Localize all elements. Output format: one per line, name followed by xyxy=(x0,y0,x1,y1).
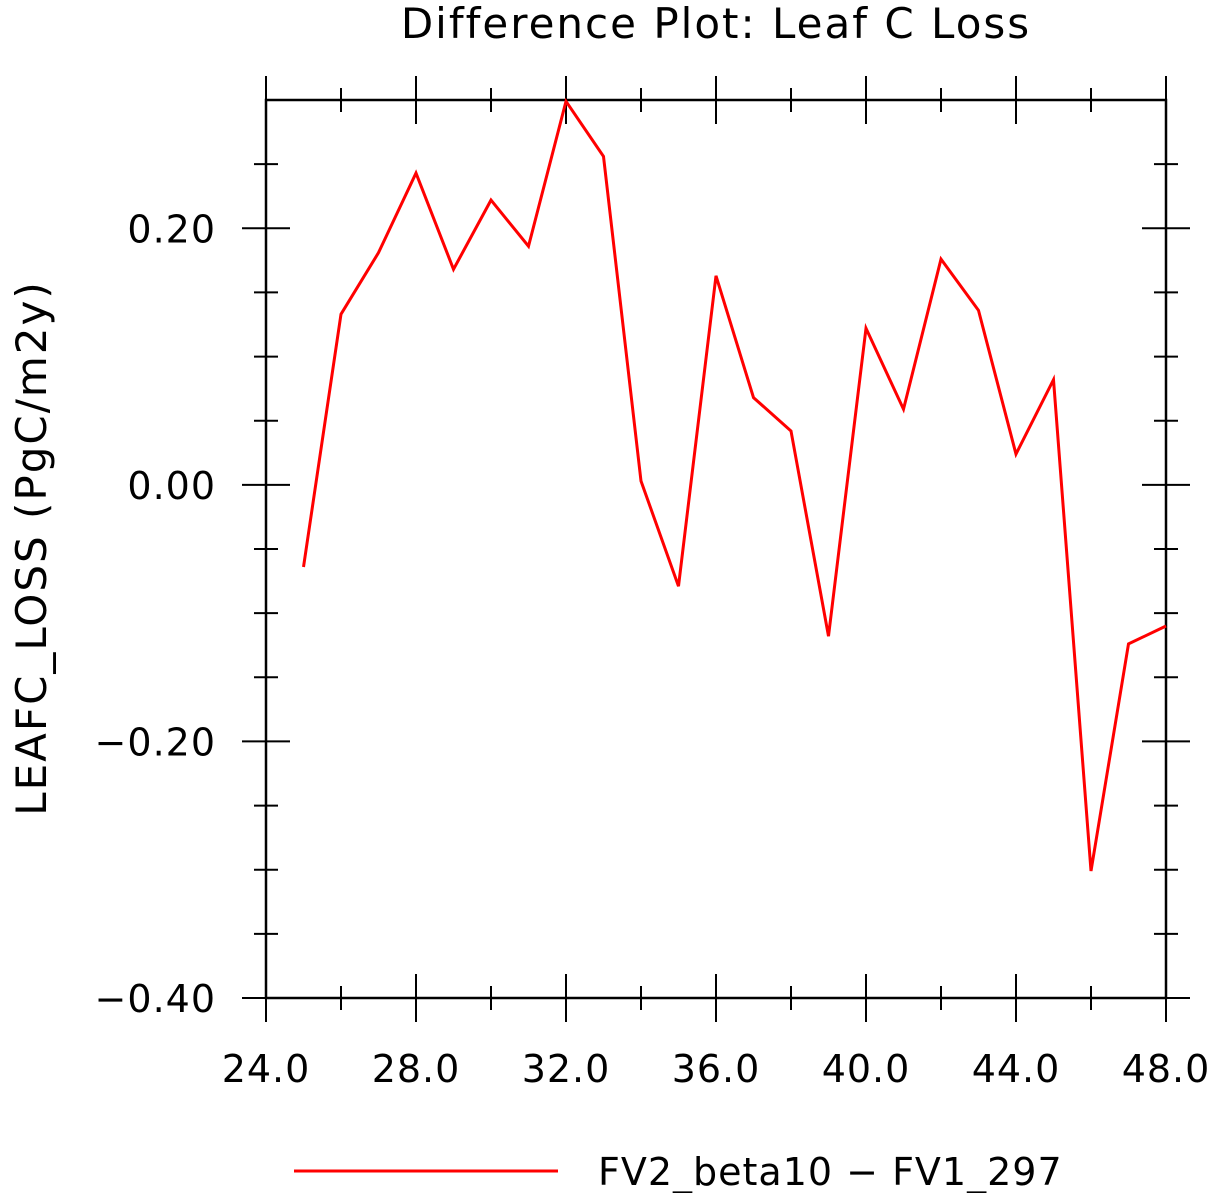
series-lines xyxy=(302,97,1167,872)
y-tick-label: −0.20 xyxy=(95,720,216,764)
x-tick-label: 24.0 xyxy=(222,1047,311,1091)
x-tick-label: 36.0 xyxy=(672,1047,761,1091)
plot-frame xyxy=(264,98,1168,1000)
axes: 24.0 28.0 32.0 36.0 40.0 44.0 48.0 −0.40 −0.20 0.… xyxy=(95,76,1211,1091)
legend-entry-label: FV2_beta10 − FV1_297 xyxy=(598,1150,1063,1193)
x-tick-label: 28.0 xyxy=(372,1047,461,1091)
y-tick-label: 0.20 xyxy=(127,207,216,251)
y-axis-label: LEAFC_LOSS (PgC/m2y) xyxy=(7,280,56,816)
x-tick-label: 32.0 xyxy=(522,1047,611,1091)
legend: FV2_beta10 − FV1_297 xyxy=(294,1150,1063,1193)
x-tick-label: 48.0 xyxy=(1122,1047,1211,1091)
x-tick-label: 40.0 xyxy=(822,1047,911,1091)
series-line xyxy=(302,97,1167,872)
y-tick-label: 0.00 xyxy=(127,464,216,508)
y-tick-label: −0.40 xyxy=(95,977,216,1021)
x-tick-label: 44.0 xyxy=(972,1047,1061,1091)
chart-title: Difference Plot: Leaf C Loss xyxy=(401,0,1031,48)
